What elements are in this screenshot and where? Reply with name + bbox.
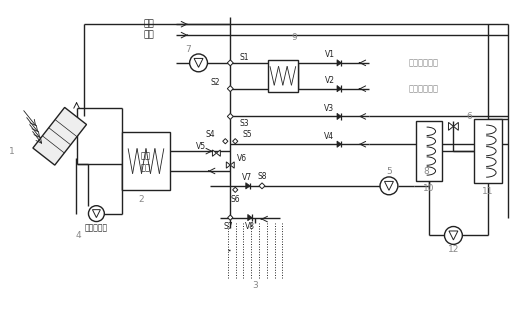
Text: 供水: 供水 [144,20,154,29]
Text: 12: 12 [448,245,459,254]
Text: 9: 9 [292,33,298,42]
Polygon shape [448,122,454,130]
Text: V5: V5 [196,142,206,151]
Text: 10: 10 [423,184,435,193]
Polygon shape [228,86,233,92]
Text: 4: 4 [76,231,81,240]
Circle shape [190,54,208,72]
Text: V4: V4 [324,132,335,141]
Polygon shape [233,187,238,193]
Text: V2: V2 [324,76,334,85]
Text: S5: S5 [242,130,252,139]
Text: S7: S7 [223,222,233,231]
Text: S6: S6 [230,195,240,204]
Bar [268,60,298,92]
Text: 蓄热: 蓄热 [141,152,151,161]
Polygon shape [246,183,250,189]
Text: 3: 3 [252,281,258,290]
Polygon shape [259,183,265,189]
Text: 回水: 回水 [144,31,154,40]
Circle shape [89,206,105,221]
Text: V7: V7 [242,173,252,182]
Polygon shape [233,139,238,144]
Polygon shape [228,215,233,220]
Bar [416,121,441,181]
Text: S2: S2 [211,78,220,87]
Text: 2: 2 [138,195,144,204]
Text: 8: 8 [424,167,429,176]
Polygon shape [227,162,230,168]
Text: S1: S1 [239,53,249,62]
Polygon shape [212,150,216,156]
Text: V1: V1 [324,50,334,59]
Text: 6: 6 [466,112,472,121]
Polygon shape [33,108,87,165]
Text: S4: S4 [206,130,215,139]
Circle shape [445,226,463,244]
Text: S8: S8 [257,172,267,181]
Text: 5: 5 [386,167,392,176]
Text: 城市热网回水: 城市热网回水 [409,84,439,93]
Bar [474,119,502,183]
Text: S3: S3 [239,119,249,128]
Polygon shape [454,122,458,130]
Text: V8: V8 [245,222,255,231]
Bar [122,132,170,190]
Polygon shape [216,150,220,156]
Circle shape [380,177,398,195]
Text: 1: 1 [9,146,15,156]
Polygon shape [228,60,233,66]
Polygon shape [230,162,234,168]
Polygon shape [228,114,233,119]
Polygon shape [223,139,228,144]
Polygon shape [337,113,342,120]
Polygon shape [337,141,342,148]
Polygon shape [248,214,252,221]
Text: V3: V3 [324,104,335,113]
Text: 11: 11 [483,187,494,196]
Text: 7: 7 [185,45,191,54]
Text: 城市热网供水: 城市热网供水 [409,58,439,68]
Polygon shape [337,60,342,66]
Text: 水箱: 水箱 [141,164,151,172]
Text: V6: V6 [237,154,247,163]
Polygon shape [337,85,342,92]
Text: 集热循环泵: 集热循环泵 [85,223,108,232]
